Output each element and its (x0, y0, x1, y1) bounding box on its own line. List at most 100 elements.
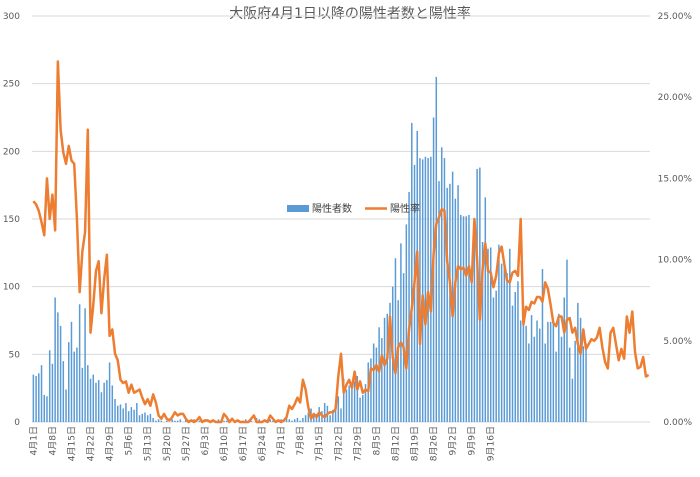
x-axis: 4月1日 4月8日 4月15日 4月22日 4月29日 5月6日 5月13日 5月20日 5月2… (28, 426, 496, 461)
bar (171, 419, 173, 422)
y-right-tick-label: 15.00% (658, 174, 693, 184)
x-tick-label: 6月10日 (219, 426, 230, 461)
x-tick-label: 7月1日 (276, 426, 287, 455)
bar (127, 411, 130, 422)
bar (446, 187, 448, 422)
y-left-tick-label: 300 (3, 12, 20, 22)
y-right-tick-label: 0.00% (663, 418, 692, 428)
bar (334, 404, 337, 422)
bar (440, 147, 443, 422)
bar (73, 351, 75, 422)
bar (514, 292, 516, 422)
bar (176, 420, 179, 422)
bar (585, 343, 587, 422)
bar (443, 158, 446, 422)
bar (563, 297, 565, 422)
bar (133, 409, 135, 422)
x-tick-label: 8月19日 (410, 426, 421, 461)
bar (381, 338, 383, 422)
bar-series (32, 76, 587, 423)
bar (57, 312, 59, 422)
bar (449, 183, 451, 422)
x-tick-label: 7月15日 (314, 426, 325, 461)
legend-line-label: 陽性率 (390, 202, 420, 215)
bar (146, 415, 149, 422)
bar (462, 216, 465, 422)
bar (54, 297, 56, 422)
bar (92, 374, 95, 422)
bar (291, 420, 293, 422)
bar (517, 281, 519, 422)
bar (323, 403, 326, 422)
bar (498, 244, 500, 422)
bar (111, 385, 114, 422)
bar (582, 346, 585, 422)
bar (500, 263, 503, 422)
bar (348, 385, 350, 422)
bar (138, 415, 141, 422)
bar (345, 389, 348, 422)
x-tick-label: 4月8日 (47, 426, 58, 455)
bar (97, 380, 100, 422)
bar (533, 336, 536, 422)
x-tick-label: 5月27日 (181, 426, 192, 461)
x-tick-label: 5月13日 (143, 426, 154, 461)
bar (468, 214, 470, 422)
x-tick-label: 4月22日 (86, 426, 97, 461)
bar (362, 394, 364, 422)
bar (299, 420, 301, 422)
bar (549, 321, 552, 422)
bar (389, 302, 391, 422)
bar (465, 216, 467, 422)
bar (35, 375, 37, 422)
y-axis-left: 0 50 100 150 200 250 300 (3, 12, 20, 428)
bar (579, 317, 582, 422)
bar (519, 320, 522, 422)
bar (40, 365, 43, 422)
bar (435, 76, 438, 423)
bar (43, 394, 45, 422)
bar (89, 378, 92, 422)
bar (272, 420, 274, 422)
y-left-tick-label: 150 (3, 215, 20, 225)
bar (76, 347, 78, 422)
bar (313, 413, 315, 422)
bar (484, 197, 487, 422)
bar (419, 158, 421, 422)
bar (258, 419, 261, 422)
bar (476, 168, 478, 422)
bar (528, 343, 530, 422)
bar (217, 419, 220, 422)
y-axis-right: 0.00% 5.00% 10.00% 15.00% 20.00% 25.00% (658, 12, 693, 428)
bar (473, 220, 476, 422)
bar (574, 340, 576, 422)
y-right-tick-label: 5.00% (663, 337, 692, 347)
bar (38, 373, 40, 422)
bar (470, 282, 473, 422)
gridlines (32, 15, 650, 423)
x-tick-label: 9月9日 (467, 426, 478, 455)
bar (460, 214, 462, 422)
legend-bar-swatch (287, 205, 309, 212)
bar (160, 420, 163, 422)
bar (157, 419, 160, 422)
bar (541, 269, 544, 422)
bar (130, 407, 133, 422)
bar (117, 405, 119, 422)
bar (547, 321, 549, 422)
bar (383, 317, 386, 422)
bar (81, 367, 84, 422)
bar (179, 419, 182, 422)
bar (457, 185, 459, 422)
x-tick-label: 5月6日 (124, 426, 135, 455)
bar (122, 408, 124, 422)
y-right-tick-label: 10.00% (658, 256, 693, 266)
bar (394, 258, 397, 422)
bar (525, 325, 527, 422)
bar (293, 419, 296, 422)
bar (353, 381, 356, 422)
bar (114, 398, 116, 422)
legend: 陽性者数 陽性率 (287, 202, 420, 215)
bar (46, 396, 48, 422)
bar (359, 397, 361, 422)
